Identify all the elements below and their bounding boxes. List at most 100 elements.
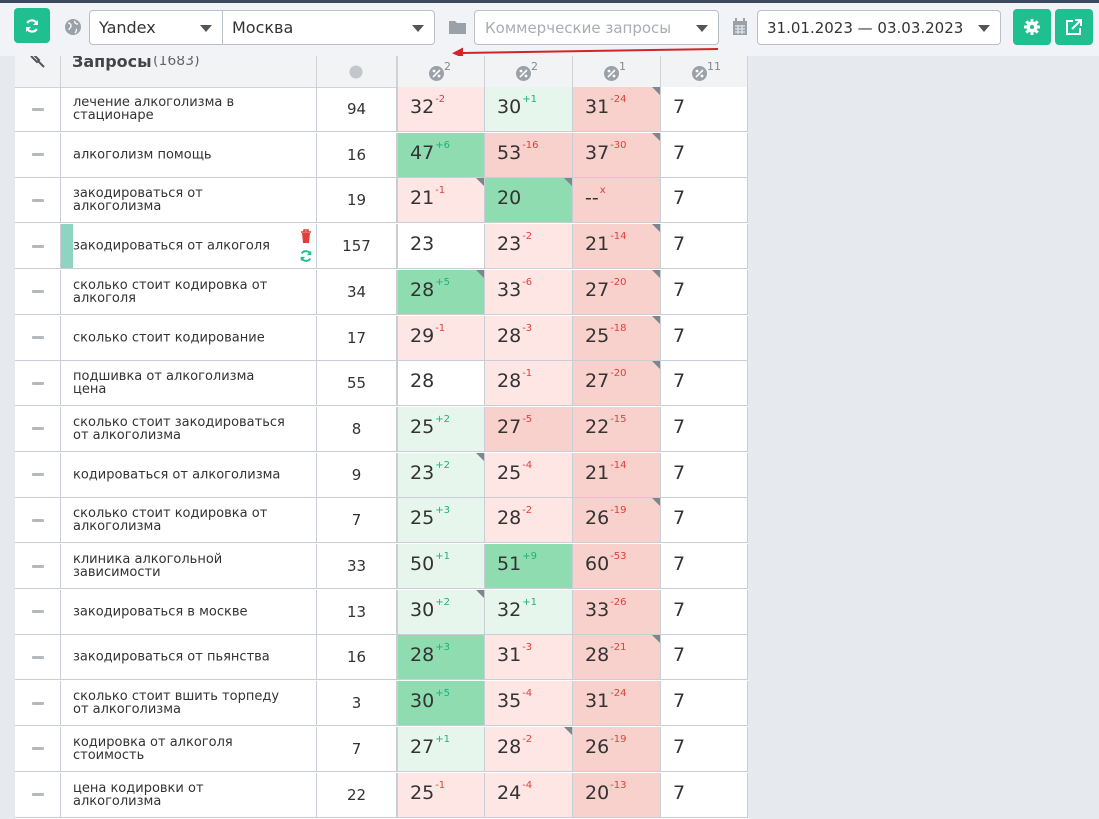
row-toggle[interactable] — [15, 681, 61, 726]
position-cell[interactable]: 24-4 — [485, 772, 573, 817]
position-cell[interactable]: 23 — [397, 224, 485, 269]
position-cell[interactable]: 7 — [661, 452, 748, 497]
keyword-cell[interactable]: кодироваться от алкоголизма — [61, 452, 317, 497]
position-cell[interactable]: 28+3 — [397, 635, 485, 680]
table-row[interactable]: алкоголизм помощь 16 47+6 53-16 37-30 7 — [15, 132, 748, 178]
position-cell[interactable]: 7 — [661, 498, 748, 543]
table-row[interactable]: сколько стоит кодирование 17 29-1 28-3 25-18… — [15, 315, 748, 361]
row-toggle[interactable] — [15, 178, 61, 223]
row-toggle[interactable] — [15, 87, 61, 131]
position-cell[interactable]: 31-24 — [573, 681, 661, 726]
position-cell[interactable]: 28 — [397, 361, 485, 406]
position-cell[interactable]: 26-19 — [573, 498, 661, 543]
header-position-col-3[interactable]: 1 — [573, 56, 661, 87]
position-cell[interactable]: 30+5 — [397, 681, 485, 726]
keyword-cell[interactable]: сколько стоит закодироваться от алкоголи… — [61, 406, 317, 451]
position-cell[interactable]: 27-20 — [573, 269, 661, 314]
position-cell[interactable]: 7 — [661, 178, 748, 223]
position-cell[interactable]: 7 — [661, 635, 748, 680]
refresh-button[interactable] — [14, 8, 50, 43]
position-cell[interactable]: 7 — [661, 269, 748, 314]
row-toggle[interactable] — [15, 589, 61, 634]
row-toggle[interactable] — [15, 361, 61, 406]
row-toggle[interactable] — [15, 452, 61, 497]
position-cell[interactable]: 33-26 — [573, 589, 661, 634]
position-cell[interactable]: 28-21 — [573, 635, 661, 680]
position-cell[interactable]: 27-5 — [485, 406, 573, 451]
position-cell[interactable]: 28-2 — [485, 726, 573, 771]
keyword-cell[interactable]: закодироваться от алкоголизма — [61, 178, 317, 223]
position-cell[interactable]: 7 — [661, 87, 748, 131]
keyword-cell[interactable]: подшивка от алкоголизма цена — [61, 361, 317, 406]
search-engine-select[interactable]: Yandex — [89, 10, 223, 45]
table-row[interactable]: подшивка от алкоголизма цена 55 28 28-1 27-2… — [15, 361, 748, 407]
position-cell[interactable]: 25+2 — [397, 406, 485, 451]
table-row[interactable]: кодировка от алкоголя стоимость 7 27+1 28-2… — [15, 726, 748, 772]
row-toggle[interactable] — [15, 498, 61, 543]
position-cell[interactable]: 35-4 — [485, 681, 573, 726]
position-cell[interactable]: 23+2 — [397, 452, 485, 497]
position-cell[interactable]: 7 — [661, 132, 748, 177]
position-cell[interactable]: 7 — [661, 361, 748, 406]
keyword-cell[interactable]: закодироваться в москве — [61, 589, 317, 634]
region-select[interactable]: Москва — [222, 10, 435, 45]
position-cell[interactable]: 20 — [485, 178, 573, 223]
trash-icon[interactable] — [300, 229, 312, 244]
table-row[interactable]: сколько стоит закодироваться от алкоголи… — [15, 406, 748, 452]
position-cell[interactable]: 30+1 — [485, 87, 573, 131]
position-cell[interactable]: 25-18 — [573, 315, 661, 360]
position-cell[interactable]: --x — [573, 178, 661, 223]
row-toggle[interactable] — [15, 635, 61, 680]
position-cell[interactable]: 29-1 — [397, 315, 485, 360]
keyword-cell[interactable]: сколько стоит вшить торпеду от алкоголиз… — [61, 681, 317, 726]
date-range-select[interactable]: 31.01.2023 — 03.03.2023 — [757, 10, 1001, 45]
table-row[interactable]: сколько стоит вшить торпеду от алкоголиз… — [15, 681, 748, 727]
position-cell[interactable]: 21-1 — [397, 178, 485, 223]
position-cell[interactable]: 51+9 — [485, 544, 573, 588]
settings-button[interactable] — [1013, 9, 1051, 45]
position-cell[interactable]: 28-1 — [485, 361, 573, 406]
pin-icon[interactable] — [30, 56, 46, 68]
table-row[interactable]: лечение алкоголизма в стационаре 94 32-2 30… — [15, 87, 748, 132]
keyword-cell[interactable]: сколько стоит кодирование — [61, 315, 317, 360]
export-button[interactable] — [1055, 9, 1093, 45]
refresh-icon[interactable] — [299, 249, 313, 263]
position-cell[interactable]: 7 — [661, 726, 748, 771]
query-group-select[interactable]: Коммерческие запросы — [474, 10, 719, 45]
header-position-col-2[interactable]: 2 — [485, 56, 573, 87]
position-cell[interactable]: 28+5 — [397, 269, 485, 314]
position-cell[interactable]: 37-30 — [573, 132, 661, 177]
keyword-cell[interactable]: закодироваться от пьянства — [61, 635, 317, 680]
table-row[interactable]: сколько стоит кодировка от алкоголизма 7 2… — [15, 498, 748, 544]
position-cell[interactable]: 22-15 — [573, 406, 661, 451]
position-cell[interactable]: 7 — [661, 772, 748, 817]
position-cell[interactable]: 53-16 — [485, 132, 573, 177]
header-keyword[interactable]: Запросы (1683) — [61, 56, 317, 87]
position-cell[interactable]: 21-14 — [573, 224, 661, 269]
position-cell[interactable]: 21-14 — [573, 452, 661, 497]
position-cell[interactable]: 7 — [661, 681, 748, 726]
header-frequency[interactable] — [317, 56, 397, 87]
keyword-cell[interactable]: сколько стоит кодировка от алкоголя — [61, 269, 317, 314]
keyword-cell[interactable]: закодироваться от алкоголя — [61, 224, 317, 269]
position-cell[interactable]: 50+1 — [397, 544, 485, 588]
row-toggle[interactable] — [15, 224, 61, 269]
position-cell[interactable]: 32+1 — [485, 589, 573, 634]
table-row[interactable]: закодироваться от алкоголя 157 23 23-2 21-14… — [15, 224, 748, 270]
position-cell[interactable]: 31-24 — [573, 87, 661, 131]
position-cell[interactable]: 7 — [661, 315, 748, 360]
position-cell[interactable]: 25-4 — [485, 452, 573, 497]
row-toggle[interactable] — [15, 406, 61, 451]
table-row[interactable]: кодироваться от алкоголизма 9 23+2 25-4 21-1… — [15, 452, 748, 498]
row-toggle[interactable] — [15, 544, 61, 588]
position-cell[interactable]: 60-53 — [573, 544, 661, 588]
position-cell[interactable]: 47+6 — [397, 132, 485, 177]
keyword-cell[interactable]: клиника алкогольной зависимости — [61, 544, 317, 588]
position-cell[interactable]: 32-2 — [397, 87, 485, 131]
position-cell[interactable]: 31-3 — [485, 635, 573, 680]
position-cell[interactable]: 27-20 — [573, 361, 661, 406]
position-cell[interactable]: 30+2 — [397, 589, 485, 634]
position-cell[interactable]: 7 — [661, 589, 748, 634]
table-row[interactable]: сколько стоит кодировка от алкоголя 34 28+… — [15, 269, 748, 315]
row-toggle[interactable] — [15, 772, 61, 817]
